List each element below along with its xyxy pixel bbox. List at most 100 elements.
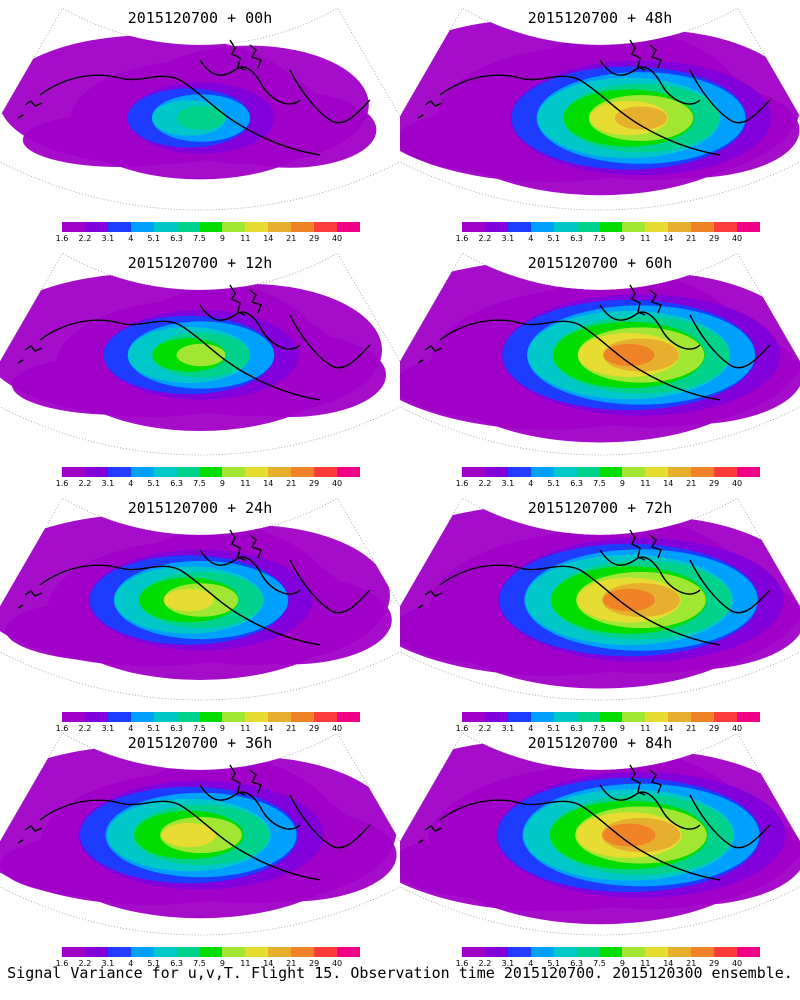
colorbar-tick-label: 14: [663, 479, 674, 488]
colorbar-swatch: [268, 947, 292, 957]
colorbar-tick-label: 9: [619, 234, 625, 243]
colorbar-swatch: [222, 222, 246, 232]
colorbar-swatch: [62, 712, 85, 722]
colorbar-tick-label: 3.1: [501, 959, 515, 968]
map-panel: 2015120700 + 84h 1.6 2.2 3.1 4 5.1 6.3 7.5 9 11 14…: [400, 725, 800, 969]
colorbar-tick-label: 40: [331, 479, 343, 488]
colorbar-swatch: [245, 222, 269, 232]
colorbar: [462, 712, 760, 722]
colorbar-swatch: [668, 222, 692, 232]
colorbar-swatch: [462, 712, 485, 722]
colorbar-tick-label: 14: [663, 234, 674, 243]
colorbar-tick-label: 5.1: [147, 234, 161, 243]
colorbar-swatch: [507, 467, 531, 477]
colorbar-tick-label: 9: [619, 959, 625, 968]
colorbar-tick-label: 11: [640, 724, 651, 733]
variance-map: [0, 497, 400, 701]
colorbar-swatch: [507, 947, 531, 957]
colorbar-tick-label: 21: [686, 234, 697, 243]
colorbar-tick-label: 11: [640, 479, 651, 488]
colorbar-swatch: [484, 222, 508, 232]
colorbar-tick-label: 14: [263, 479, 274, 488]
panel-title: 2015120700 + 12h: [127, 254, 273, 272]
colorbar-swatch: [622, 947, 646, 957]
colorbar-tick-label: 5.1: [147, 959, 161, 968]
colorbar-tick-label: 11: [640, 234, 651, 243]
colorbar-swatch: [714, 222, 738, 232]
colorbar-labels: 1.6 2.2 3.1 4 5.1 6.3 7.5 9 11 14 21 29 40: [456, 959, 760, 969]
panel-title: 2015120700 + 72h: [527, 499, 673, 517]
colorbar-swatch: [599, 222, 623, 232]
colorbar-swatch: [153, 467, 177, 477]
variance-map: [400, 497, 800, 701]
panel-title: 2015120700 + 60h: [527, 254, 673, 272]
colorbar-labels: 1.6 2.2 3.1 4 5.1 6.3 7.5 9 11 14 21 29 40: [56, 959, 360, 969]
colorbar-swatch: [62, 222, 85, 232]
panel-title: 2015120700 + 00h: [127, 9, 273, 27]
colorbar-swatch: [530, 467, 554, 477]
colorbar: [62, 712, 360, 722]
variance-map: [0, 252, 400, 456]
colorbar-labels: 1.6 2.2 3.1 4 5.1 6.3 7.5 9 11 14 21 29 40: [56, 234, 360, 244]
panel-title: 2015120700 + 84h: [527, 734, 673, 752]
colorbar-swatch: [576, 712, 600, 722]
colorbar-tick-label: 29: [309, 724, 320, 733]
colorbar-swatch: [245, 947, 269, 957]
colorbar-swatch: [199, 947, 223, 957]
colorbar-swatch: [553, 467, 577, 477]
map-panel: 2015120700 + 60h 1.6 2.2 3.1 4 5.1 6.3 7.5 9 11 14…: [400, 245, 800, 489]
colorbar-swatch: [484, 467, 508, 477]
colorbar-swatch: [553, 947, 577, 957]
colorbar-tick-label: 7.5: [593, 959, 606, 968]
colorbar-tick-label: 4: [128, 479, 134, 488]
colorbar-swatch: [176, 712, 200, 722]
colorbar-tick-label: 21: [686, 724, 697, 733]
map-panel: 2015120700 + 72h 1.6 2.2 3.1 4 5.1 6.3 7.5 9 11 14…: [400, 490, 800, 734]
colorbar-swatch: [314, 222, 338, 232]
colorbar-swatch: [737, 222, 760, 232]
colorbar-swatch: [176, 467, 200, 477]
colorbar-swatch: [576, 222, 600, 232]
colorbar-swatch: [599, 467, 623, 477]
colorbar-tick-label: 4: [128, 724, 134, 733]
colorbar-tick-label: 9: [219, 234, 225, 243]
colorbar-tick-label: 7.5: [593, 724, 606, 733]
colorbar-swatch: [576, 947, 600, 957]
colorbar-swatch: [622, 222, 646, 232]
colorbar-swatch: [130, 222, 154, 232]
colorbar-swatch: [714, 947, 738, 957]
colorbar-tick-label: 4: [528, 724, 534, 733]
colorbar-swatch: [484, 712, 508, 722]
colorbar-swatch: [337, 947, 360, 957]
colorbar-swatch: [107, 467, 131, 477]
colorbar-tick-label: 21: [286, 234, 297, 243]
colorbar-swatch: [553, 222, 577, 232]
colorbar-swatch: [130, 467, 154, 477]
colorbar-swatch: [599, 947, 623, 957]
colorbar-tick-label: 9: [219, 479, 225, 488]
colorbar-swatch: [222, 467, 246, 477]
colorbar-tick-label: 14: [263, 959, 274, 968]
colorbar-tick-label: 6.3: [170, 234, 183, 243]
colorbar-tick-label: 11: [240, 959, 251, 968]
colorbar-swatch: [199, 712, 223, 722]
colorbar-swatch: [462, 467, 485, 477]
colorbar-labels: 1.6 2.2 3.1 4 5.1 6.3 7.5 9 11 14 21 29 40: [456, 479, 760, 489]
colorbar-tick-label: 40: [331, 724, 343, 733]
colorbar-tick-label: 3.1: [101, 234, 115, 243]
colorbar-tick-label: 21: [286, 959, 297, 968]
colorbar-tick-label: 4: [528, 479, 534, 488]
colorbar: [462, 467, 760, 477]
colorbar-swatch: [645, 467, 669, 477]
colorbar-tick-label: 29: [709, 234, 720, 243]
map-panel: 2015120700 + 12h 1.6 2.2 3.1 4 5.1 6.3 7.5 9 11 14…: [0, 245, 400, 489]
colorbar-tick-label: 7.5: [193, 234, 206, 243]
colorbar-tick-label: 1.6: [55, 724, 69, 733]
colorbar-tick-label: 14: [663, 724, 674, 733]
colorbar-tick-label: 11: [240, 234, 251, 243]
colorbar-swatch: [245, 467, 269, 477]
colorbar-swatch: [107, 712, 131, 722]
colorbar-tick-label: 6.3: [170, 479, 183, 488]
colorbar-tick-label: 29: [709, 724, 720, 733]
colorbar-labels: 1.6 2.2 3.1 4 5.1 6.3 7.5 9 11 14 21 29 40: [456, 234, 760, 244]
